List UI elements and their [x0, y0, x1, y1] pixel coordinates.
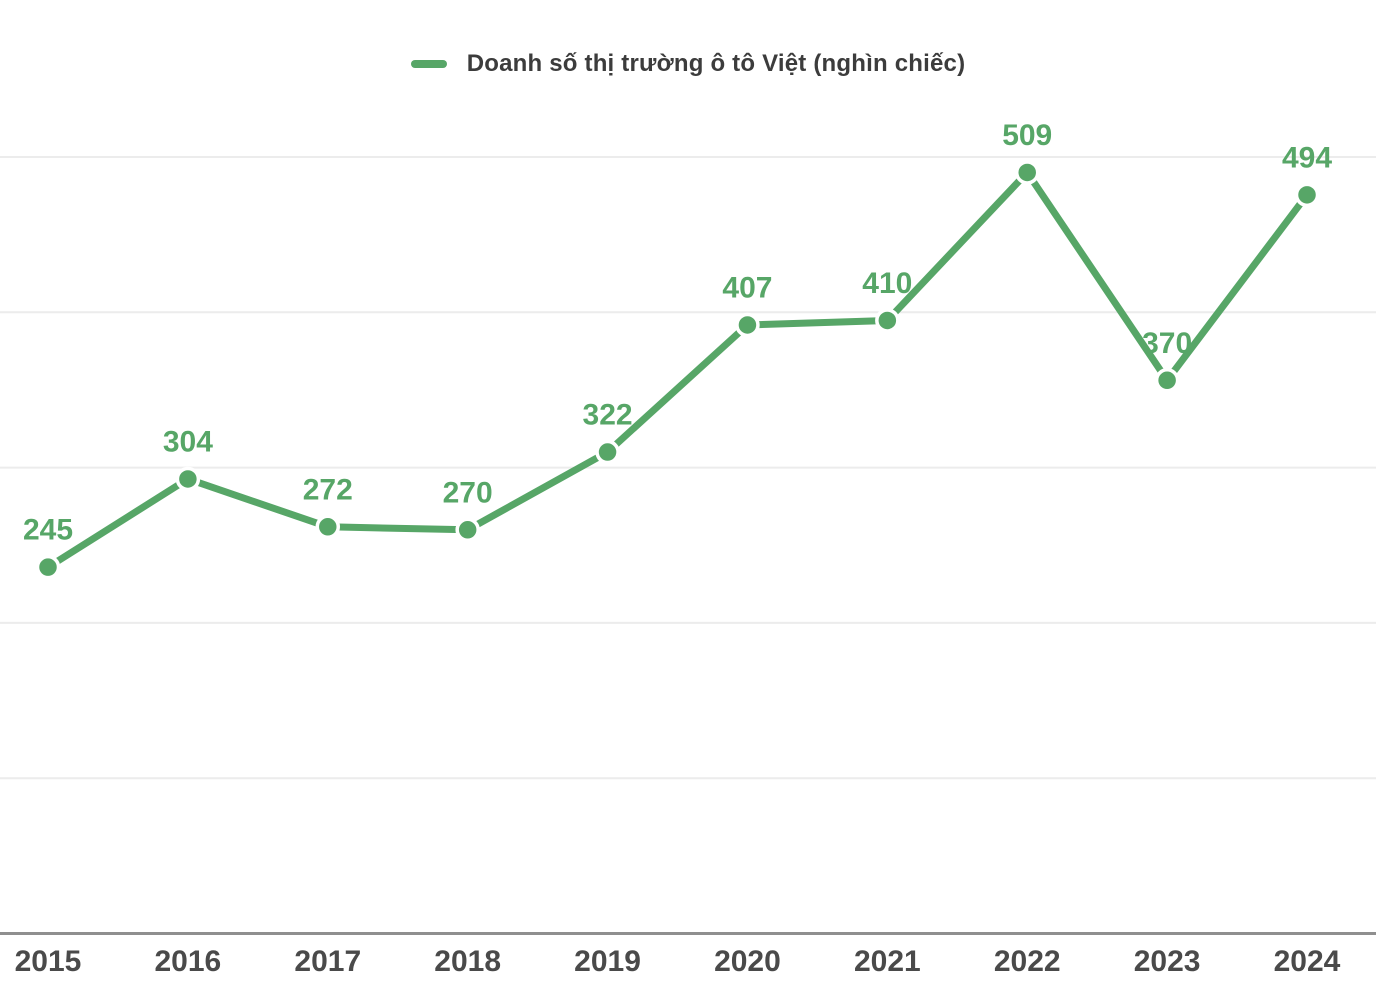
x-axis-label: 2020	[714, 945, 781, 978]
data-point	[1154, 368, 1180, 393]
legend: Doanh số thị trường ô tô Việt (nghìn chi…	[0, 46, 1376, 82]
x-axis-label: 2017	[294, 945, 361, 978]
data-point	[595, 439, 620, 465]
data-label: 272	[303, 473, 353, 506]
x-axis-label: 2015	[15, 945, 82, 978]
data-label: 494	[1282, 141, 1332, 174]
data-point	[35, 554, 61, 580]
x-axis-label: 2021	[854, 945, 921, 978]
data-label: 322	[583, 399, 633, 432]
x-axis-label: 2016	[155, 945, 222, 978]
data-point	[1014, 160, 1040, 185]
legend-label: Doanh số thị trường ô tô Việt (nghìn chi…	[466, 50, 966, 77]
data-point	[315, 514, 341, 540]
data-point	[175, 466, 201, 492]
data-label: 245	[23, 514, 73, 547]
data-label: 407	[722, 271, 772, 304]
x-axis-label: 2023	[1134, 945, 1201, 978]
data-label: 410	[862, 267, 912, 300]
x-axis-label: 2019	[574, 945, 641, 978]
x-axis-label: 2022	[994, 945, 1061, 978]
data-label: 270	[443, 476, 493, 509]
data-label: 304	[163, 425, 213, 458]
x-axis-label: 2018	[434, 945, 501, 978]
data-point	[1294, 182, 1320, 208]
data-point	[735, 312, 760, 338]
series-line	[44, 168, 1311, 571]
legend-line-swatch	[410, 60, 447, 68]
data-label: 509	[1002, 119, 1052, 152]
data-point	[875, 308, 900, 333]
data-point	[455, 517, 480, 543]
x-axis-label: 2024	[1274, 945, 1341, 978]
